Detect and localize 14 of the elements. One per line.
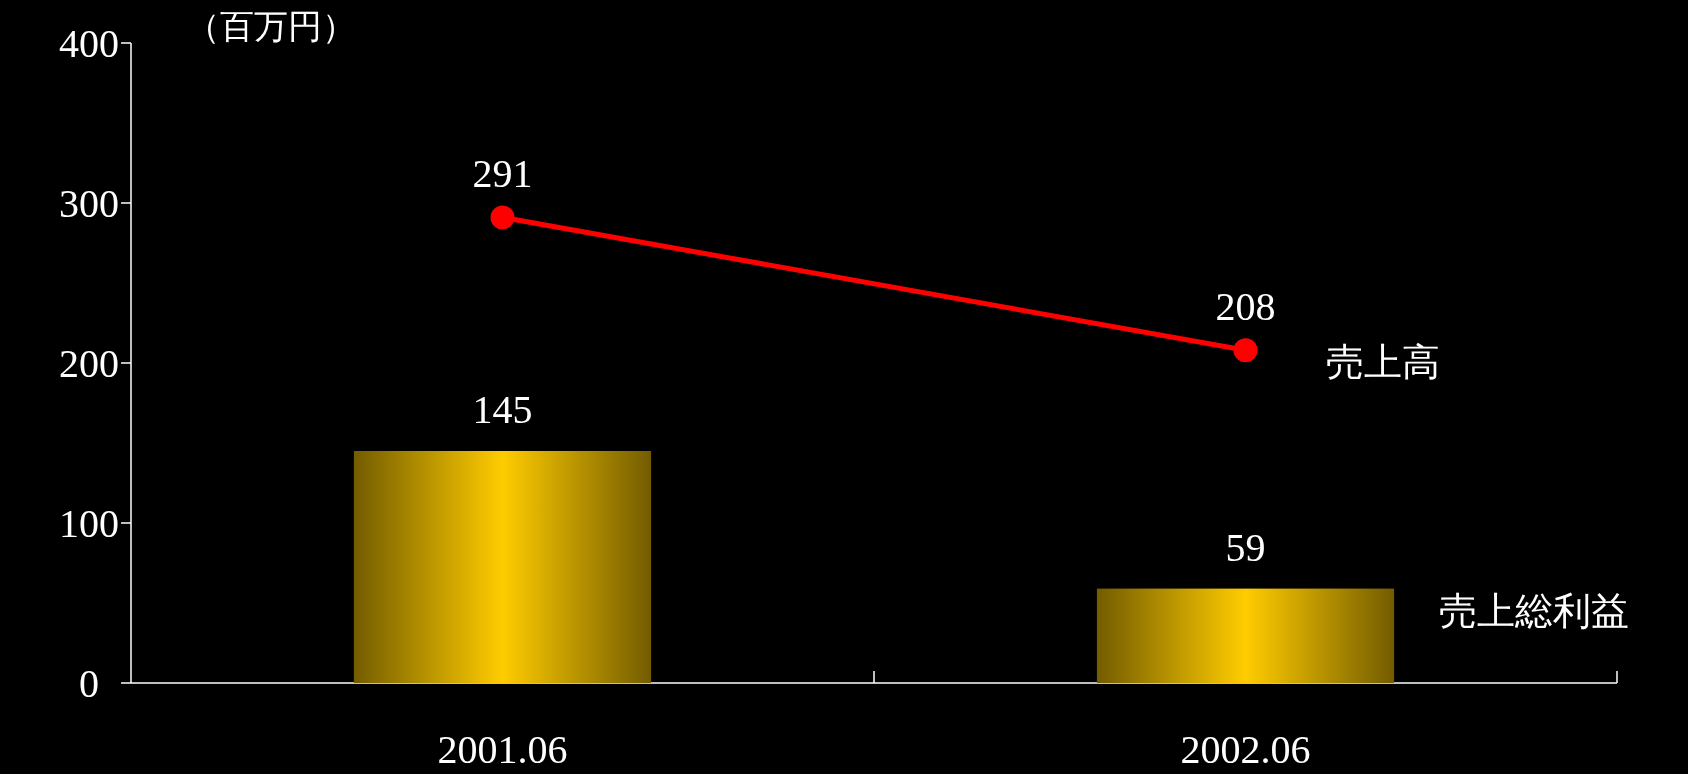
y-tick-label: 100 bbox=[59, 501, 119, 546]
x-tick-label: 2002.06 bbox=[1180, 727, 1311, 772]
y-tick-label: 400 bbox=[59, 21, 119, 66]
y-tick-label: 200 bbox=[59, 341, 119, 386]
series-label: 売上総利益 bbox=[1439, 589, 1630, 632]
y-tick-label: 300 bbox=[59, 181, 119, 226]
y-axis-title: （百万円） bbox=[186, 7, 356, 45]
series-label: 売上高 bbox=[1325, 341, 1440, 384]
data-label: 291 bbox=[472, 151, 533, 197]
data-label: 145 bbox=[472, 387, 533, 432]
data-label: 208 bbox=[1215, 284, 1276, 330]
y-tick-label: 0 bbox=[79, 661, 99, 706]
data-label: 59 bbox=[1225, 524, 1266, 570]
x-tick-label: 2001.06 bbox=[437, 727, 568, 772]
